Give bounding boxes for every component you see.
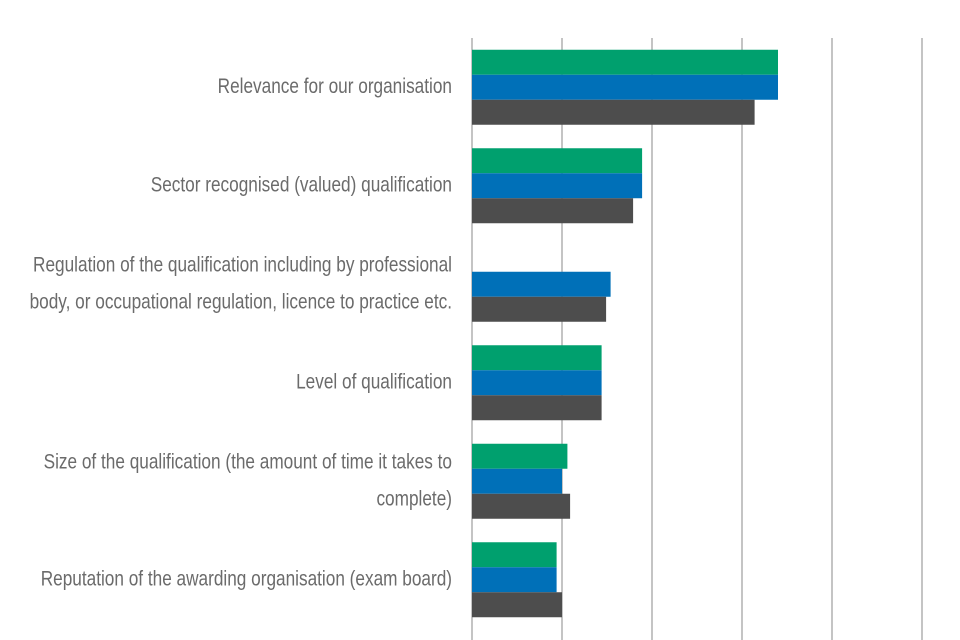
bar (472, 395, 602, 421)
y-tick-label: body, or occupational regulation, licenc… (30, 291, 452, 314)
bar (472, 296, 607, 322)
bar (472, 592, 562, 618)
bar (472, 99, 755, 125)
y-tick-label: Regulation of the qualification includin… (33, 254, 452, 277)
category-label: body, or occupational regulation, licenc… (30, 291, 452, 314)
category-label: Level of qualification (296, 371, 452, 394)
bar (472, 198, 634, 224)
category-label: Relevance for our organisation (218, 75, 452, 98)
bar (472, 271, 611, 297)
bar (472, 468, 562, 494)
category-label: Size of the qualification (the amount of… (44, 451, 452, 474)
bar (472, 567, 557, 593)
y-tick-label: Size of the qualification (the amount of… (44, 451, 452, 474)
bar (472, 370, 602, 396)
bar (472, 542, 557, 568)
category-label: complete) (376, 488, 452, 511)
bar (472, 345, 602, 371)
y-tick-label: Reputation of the awarding organisation … (41, 568, 452, 591)
bar (472, 74, 778, 100)
bar (472, 148, 643, 174)
category-label: Regulation of the qualification includin… (33, 254, 452, 277)
y-tick-label: Sector recognised (valued) qualification (151, 174, 452, 197)
bar (472, 49, 778, 75)
bar (472, 173, 643, 199)
y-tick-label: Level of qualification (296, 371, 452, 394)
y-tick-label: Relevance for our organisation (218, 75, 452, 98)
category-label: Reputation of the awarding organisation … (41, 568, 452, 591)
bar (472, 493, 571, 519)
bar (472, 443, 568, 469)
y-tick-label: complete) (376, 488, 452, 511)
category-label: Sector recognised (valued) qualification (151, 174, 452, 197)
